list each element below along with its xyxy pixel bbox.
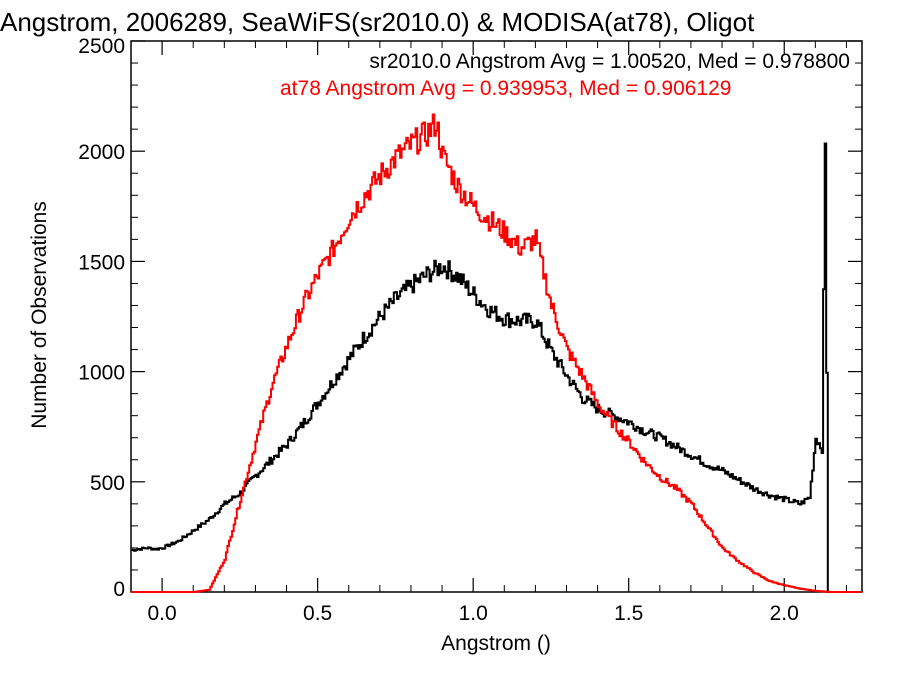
x-tick-label: 0.5 [303, 602, 332, 625]
annotation-red: at78 Angstrom Avg = 0.939953, Med = 0.90… [280, 77, 731, 100]
y-tick-label: 1000 [78, 362, 125, 385]
series-line-0 [131, 142, 862, 593]
annotations: sr2010.0 Angstrom Avg = 1.00520, Med = 0… [280, 50, 850, 100]
chart-title: Angstrom, 2006289, SeaWiFS(sr2010.0) & M… [0, 7, 755, 37]
x-axis-title: Angstrom () [441, 632, 551, 655]
plot-frame [130, 40, 863, 593]
y-tick-label: 0 [113, 578, 125, 601]
y-tick-label: 2500 [78, 35, 125, 58]
annotation-black: sr2010.0 Angstrom Avg = 1.00520, Med = 0… [369, 50, 850, 73]
y-axis-title: Number of Observations [28, 201, 51, 429]
series-layer [131, 113, 862, 593]
x-tick-label: 2.0 [770, 602, 799, 625]
x-tick-label: 1.5 [614, 602, 643, 625]
y-tick-label: 500 [90, 472, 125, 495]
y-tick-label: 2000 [78, 141, 125, 164]
series-line-1 [131, 113, 862, 593]
axis-ticks: 0.0 0.5 1.0 1.5 2.0 0 500 1000 1500 2000 2500 [78, 35, 862, 625]
y-tick-label: 1500 [78, 251, 125, 274]
x-tick-label: 1.0 [459, 602, 488, 625]
x-tick-label: 0.0 [148, 602, 177, 625]
plot-area [130, 40, 863, 593]
